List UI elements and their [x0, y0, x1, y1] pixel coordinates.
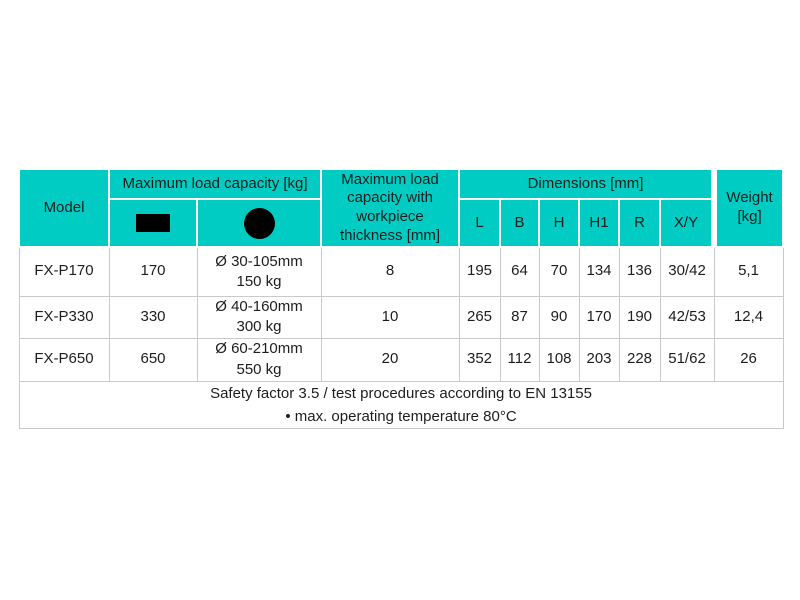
cell-weight: 5,1 — [713, 246, 784, 297]
cell-dim-r: 136 — [618, 246, 661, 297]
cell-dim-r: 190 — [618, 295, 661, 339]
cell-workpiece-thickness: 20 — [320, 337, 460, 382]
col-header-max-load-workpiece: Maximum load capacity with workpiece thi… — [320, 168, 461, 248]
cell-dim-l: 195 — [458, 246, 501, 297]
cell-dim-l: 265 — [458, 295, 501, 339]
cell-dim-h1: 134 — [578, 246, 620, 297]
table-row-fx-p650: FX-P650 650 Ø 60-210mm 550 kg 20 352 112… — [18, 337, 784, 382]
cell-dim-xy: 30/42 — [659, 246, 715, 297]
col-header-dim-l: L — [458, 198, 502, 248]
cell-dim-xy: 51/62 — [659, 337, 715, 382]
header-row-1: Model Maximum load capacity [kg] Maximum… — [18, 168, 785, 248]
product-spec-table: Model Maximum load capacity [kg] Maximum… — [18, 168, 785, 429]
table-row-fx-p170: FX-P170 170 Ø 30-105mm 150 kg 8 195 64 7… — [18, 246, 784, 297]
cell-model: FX-P330 — [18, 295, 110, 339]
col-header-dim-xy: X/Y — [659, 198, 716, 248]
cell-max-load-rect: 330 — [108, 295, 198, 339]
col-header-weight: Weight [kg] — [711, 168, 785, 248]
col-header-circle-load — [195, 198, 323, 248]
col-header-dim-h: H — [538, 198, 581, 248]
table-row-fx-p330: FX-P330 330 Ø 40-160mm 300 kg 10 265 87 … — [18, 295, 784, 339]
circle-load-value: 300 kg — [236, 318, 282, 335]
circle-icon — [243, 207, 275, 239]
cell-dim-h: 108 — [538, 337, 580, 382]
header-row-2: L B H H1 R X/Y — [19, 198, 783, 248]
cell-model: FX-P170 — [18, 246, 110, 297]
col-header-dim-b: B — [499, 198, 541, 248]
col-header-dim-r: R — [618, 198, 662, 248]
cell-weight: 26 — [713, 337, 784, 382]
circle-load-range: Ø 40-160mm — [215, 297, 303, 315]
col-header-rectangle-load — [108, 198, 198, 248]
cell-max-load-rect: 650 — [108, 337, 198, 382]
col-header-dimensions: Dimensions [mm] — [458, 168, 716, 200]
cell-dim-l: 352 — [458, 337, 501, 382]
cell-model: FX-P650 — [18, 337, 110, 382]
rectangle-icon — [136, 214, 170, 232]
cell-workpiece-thickness: 8 — [320, 246, 460, 297]
cell-max-load-circle: Ø 60-210mm 550 kg — [196, 337, 322, 382]
cell-dim-r: 228 — [618, 337, 661, 382]
footer-row: Safety factor 3.5 / test procedures acco… — [18, 380, 784, 429]
safety-factor-note: Safety factor 3.5 / test procedures acco… — [210, 384, 592, 402]
cell-dim-b: 64 — [499, 246, 540, 297]
cell-max-load-circle: Ø 40-160mm 300 kg — [196, 295, 322, 339]
circle-load-range: Ø 60-210mm — [215, 340, 303, 358]
circle-load-value: 150 kg — [236, 272, 282, 290]
operating-temperature-note: • max. operating temperature 80°C — [285, 407, 517, 425]
circle-load-range: Ø 30-105mm — [215, 252, 303, 270]
cell-dim-h1: 170 — [578, 295, 620, 339]
cell-dim-h1: 203 — [578, 337, 620, 382]
col-header-model: Model — [18, 168, 110, 248]
footer-notes: Safety factor 3.5 / test procedures acco… — [18, 380, 784, 429]
cell-max-load-circle: Ø 30-105mm 150 kg — [196, 246, 322, 297]
cell-weight: 12,4 — [713, 295, 784, 339]
cell-dim-h: 90 — [538, 295, 580, 339]
cell-dim-b: 112 — [499, 337, 540, 382]
cell-dim-xy: 42/53 — [659, 295, 715, 339]
cell-workpiece-thickness: 10 — [320, 295, 460, 339]
cell-dim-h: 70 — [538, 246, 580, 297]
circle-load-value: 550 kg — [236, 360, 282, 378]
cell-max-load-rect: 170 — [108, 246, 198, 297]
cell-dim-b: 87 — [499, 295, 540, 339]
col-header-max-load: Maximum load capacity [kg] — [107, 168, 323, 200]
col-header-dim-h1: H1 — [578, 198, 621, 248]
